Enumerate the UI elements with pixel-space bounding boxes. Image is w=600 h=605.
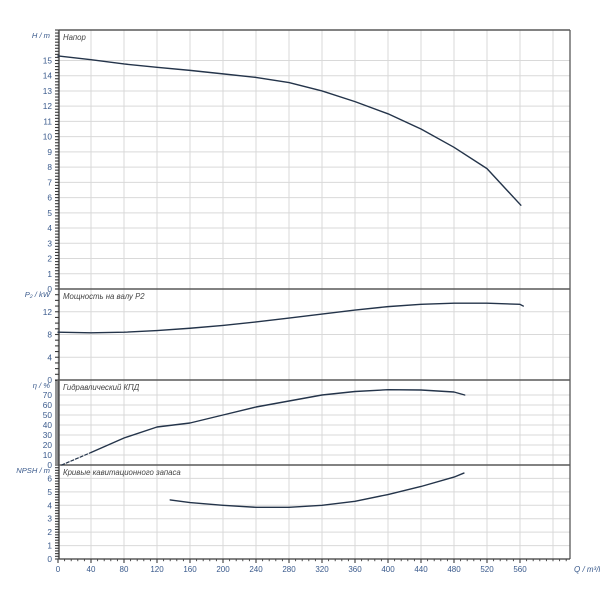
svg-text:440: 440	[414, 565, 428, 574]
svg-text:2: 2	[47, 254, 52, 264]
svg-text:30: 30	[43, 430, 53, 440]
svg-text:14: 14	[43, 71, 53, 81]
svg-text:520: 520	[480, 565, 494, 574]
svg-text:0: 0	[47, 554, 52, 564]
svg-text:4: 4	[47, 352, 52, 362]
svg-text:P₂ / kW: P₂ / kW	[25, 290, 51, 299]
svg-text:200: 200	[216, 565, 230, 574]
svg-text:160: 160	[183, 565, 197, 574]
svg-text:Напор: Напор	[63, 33, 87, 42]
svg-text:5: 5	[47, 208, 52, 218]
svg-text:H / m: H / m	[32, 31, 50, 40]
svg-text:13: 13	[43, 86, 53, 96]
svg-text:9: 9	[47, 147, 52, 157]
svg-text:3: 3	[47, 238, 52, 248]
svg-text:7: 7	[47, 177, 52, 187]
svg-text:η / %: η / %	[33, 381, 51, 390]
svg-text:6: 6	[47, 193, 52, 203]
svg-text:120: 120	[150, 565, 164, 574]
svg-text:40: 40	[87, 565, 96, 574]
svg-text:1: 1	[47, 541, 52, 551]
svg-text:8: 8	[47, 162, 52, 172]
svg-text:60: 60	[43, 400, 53, 410]
svg-text:1: 1	[47, 269, 52, 279]
svg-text:70: 70	[43, 390, 53, 400]
svg-text:Кривые кавитационного запаса: Кривые кавитационного запаса	[63, 468, 181, 477]
svg-text:11: 11	[43, 116, 52, 126]
svg-text:20: 20	[43, 440, 53, 450]
svg-text:0: 0	[56, 565, 61, 574]
svg-text:12: 12	[43, 307, 53, 317]
svg-text:NPSH / m: NPSH / m	[16, 466, 50, 475]
svg-text:4: 4	[47, 500, 52, 510]
svg-text:Q / m³/h: Q / m³/h	[574, 565, 600, 574]
svg-text:560: 560	[513, 565, 527, 574]
svg-text:Мощность на валу Р2: Мощность на валу Р2	[63, 292, 145, 301]
svg-text:10: 10	[43, 450, 53, 460]
svg-text:2: 2	[47, 527, 52, 537]
svg-text:15: 15	[43, 55, 53, 65]
svg-text:480: 480	[447, 565, 461, 574]
svg-text:3: 3	[47, 514, 52, 524]
svg-text:4: 4	[47, 223, 52, 233]
svg-text:50: 50	[43, 410, 53, 420]
svg-text:Гидравлический КПД: Гидравлический КПД	[63, 383, 140, 392]
svg-text:40: 40	[43, 420, 53, 430]
svg-text:240: 240	[249, 565, 263, 574]
svg-text:12: 12	[43, 101, 53, 111]
svg-text:10: 10	[43, 132, 53, 142]
svg-text:400: 400	[381, 565, 395, 574]
svg-text:5: 5	[47, 487, 52, 497]
svg-text:8: 8	[47, 330, 52, 340]
svg-text:320: 320	[315, 565, 329, 574]
svg-text:360: 360	[348, 565, 362, 574]
svg-text:280: 280	[282, 565, 296, 574]
svg-text:80: 80	[120, 565, 129, 574]
